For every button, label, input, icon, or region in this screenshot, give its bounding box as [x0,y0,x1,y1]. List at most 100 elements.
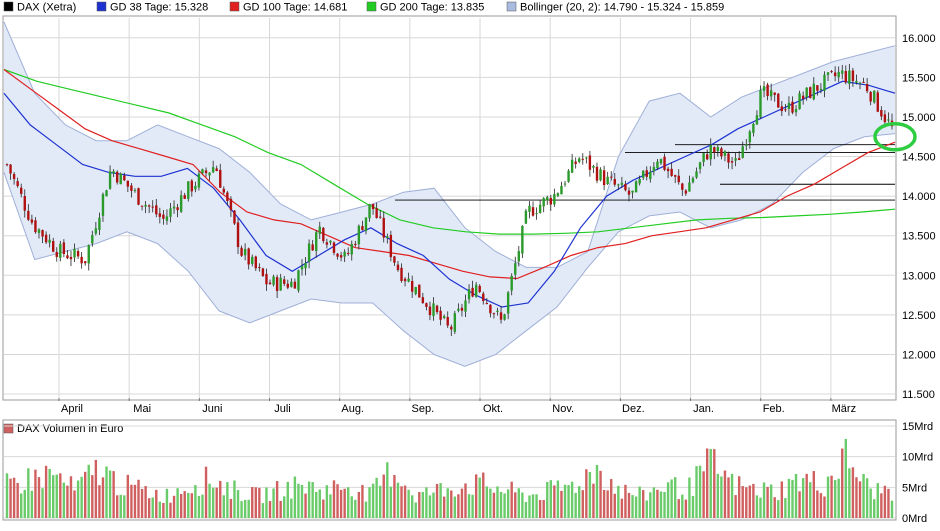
candle-body-133 [478,285,481,293]
volume-bar-223 [798,491,801,518]
y-tick-label-8: 12.000 [902,349,936,361]
volume-bar-168 [602,489,606,518]
volume-bar-51 [187,492,190,518]
volume-bar-131 [471,494,474,518]
candle-body-184 [659,158,663,164]
volume-bar-39 [144,486,147,518]
candle-body-58 [211,167,215,173]
candle-body-157 [563,183,567,185]
volume-bar-199 [713,449,716,518]
volume-bar-196 [702,471,705,518]
gd100-line [3,69,896,280]
volume-bar-26 [98,485,101,518]
candle-body-20 [76,251,80,257]
highlight-ellipse [873,122,917,152]
candle-body-142 [510,275,513,291]
candle-body-195 [698,162,702,170]
price-y-axis: 16.000 15.500 15.000 14.500 14.000 13.500 13.0… [902,33,936,401]
candle-body-203 [727,153,730,163]
volume-bar-242 [865,478,869,518]
candle-body-122 [439,310,442,320]
candle-body-217 [777,93,780,108]
highlight-marker [873,122,917,152]
volume-bar-84 [304,493,307,518]
candle-body-49 [179,195,183,212]
candle-body-178 [638,178,641,184]
volume-bar-152 [546,481,549,518]
volume-bar-146 [524,502,528,518]
candle-body-57 [208,172,211,176]
legend-label-1: GD 38 Tage: 15.328 [110,2,208,14]
volume-bar-214 [766,486,769,518]
x-tick-label-3: Juli [274,403,291,415]
volume-bar-116 [418,492,421,518]
candle-body-234 [837,71,840,78]
volume-bar-83 [300,484,304,518]
candle-body-171 [613,178,616,185]
volume-bar-2 [12,477,16,518]
candle-body-209 [748,131,752,143]
volume-bar-169 [606,490,609,518]
volume-bar-96 [347,487,350,518]
legend-swatch-2 [229,1,240,12]
candle-body-196 [702,153,705,162]
volume-bar-14 [55,474,58,518]
volume-bar-244 [873,499,876,518]
volume-bar-50 [183,491,186,518]
volume-bar-78 [283,496,286,518]
candle-body-76 [275,277,279,292]
volume-bar-239 [855,477,858,518]
volume-bar-42 [155,489,158,518]
volume-bar-190 [681,494,684,518]
candle-body-136 [489,304,492,314]
volume-bar-230 [823,496,826,518]
candle-body-173 [620,182,624,185]
candle-body-118 [425,303,428,307]
candle-body-230 [823,74,826,91]
candle-body-194 [695,171,698,178]
candle-body-132 [474,284,478,297]
y-tick-label-2: 15.000 [902,112,936,124]
volume-bar-202 [723,470,727,518]
volume-bar-119 [428,495,432,518]
bollinger-upper [3,21,896,268]
volume-bar-102 [368,487,371,518]
volume-bar-5 [23,489,26,518]
candle-body-48 [176,207,179,211]
candle-body-73 [265,273,268,285]
volume-bar-52 [190,493,194,518]
volume-bar-117 [421,491,425,518]
time-x-axis: April Mai Juni Juli Aug. Sep. Okt. Nov. Dez. Jan.… [58,398,856,415]
volume-bar-192 [688,477,691,518]
candle-body-172 [617,184,620,186]
volume-bar-236 [844,438,847,518]
candle-body-33 [123,175,126,181]
volume-bar-248 [887,488,890,518]
candle-body-99 [357,225,361,245]
volume-bar-114 [410,495,414,518]
volume-bar-249 [890,500,894,518]
candle-body-167 [599,169,602,181]
candle-body-28 [105,190,108,197]
candle-body-211 [755,115,759,125]
candle-body-67 [243,248,247,256]
y-tick-label-9: 11.500 [902,389,935,401]
candle-body-103 [371,203,375,210]
candle-body-88 [318,226,321,234]
volume-bar-76 [275,481,279,518]
candle-body-64 [233,210,236,224]
y-tick-label-6: 13.000 [902,270,936,282]
volume-bar-200 [716,473,720,518]
volume-bar-150 [538,499,542,518]
candle-body-175 [627,190,631,195]
volume-bar-105 [378,485,382,518]
volume-y-axis: 15Mrd 10Mrd 5Mrd 0Mrd [902,421,933,525]
volume-bar-207 [741,486,744,518]
volume-bar-210 [752,483,755,518]
volume-bar-142 [510,481,513,518]
volume-bar-136 [489,488,492,518]
volume-bar-70 [254,487,257,518]
candle-body-1 [9,164,12,174]
candle-body-66 [240,247,243,256]
volume-bar-124 [446,488,449,518]
